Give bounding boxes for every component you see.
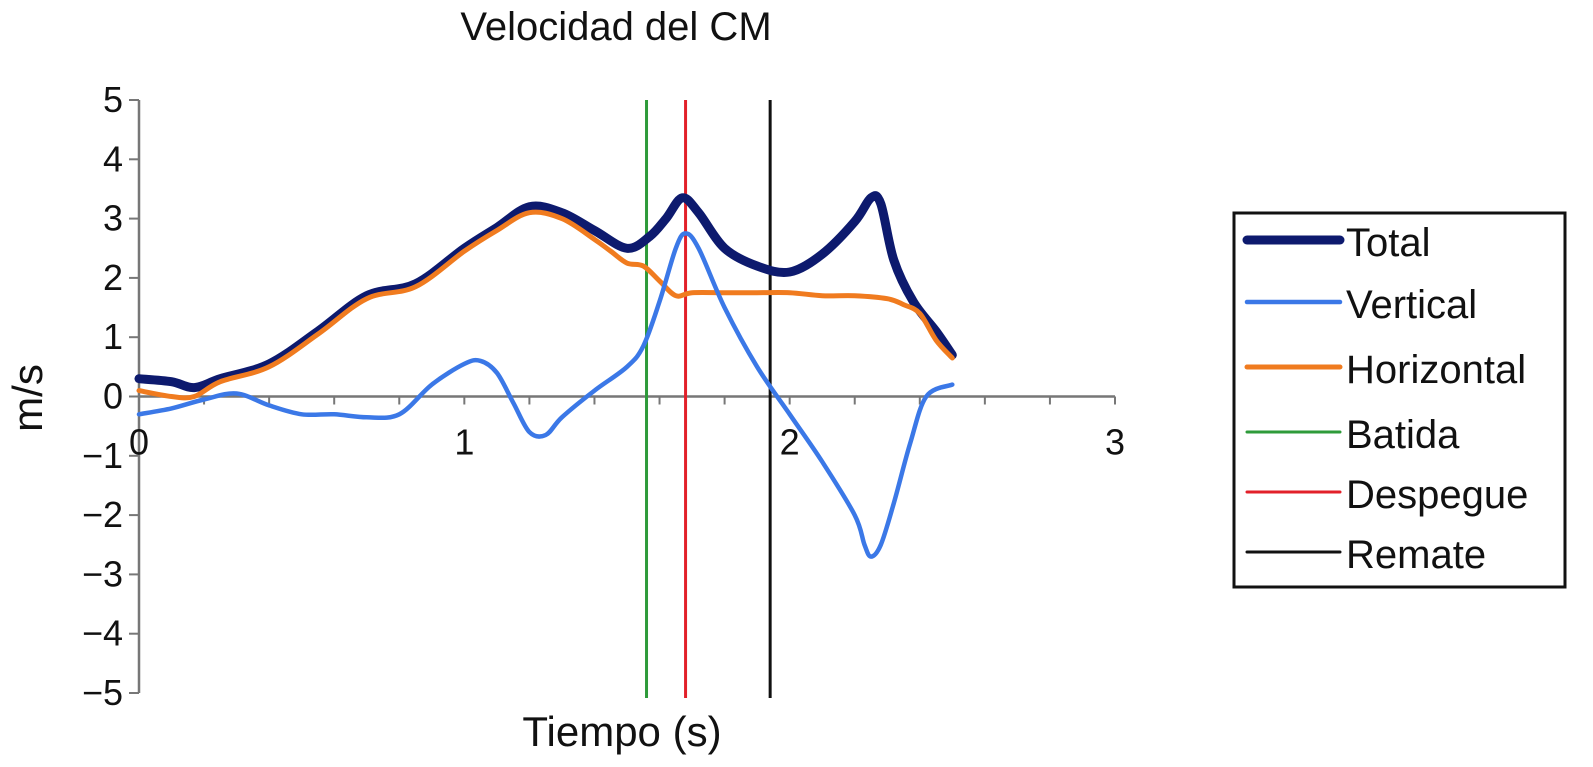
y-tick-label: 1 (103, 316, 123, 357)
legend: Total Vertical Horizontal Batida Despegue Rem… (1232, 211, 1567, 589)
series-line-total (134, 191, 957, 393)
legend-label-batida: Batida (1346, 413, 1460, 457)
y-tick-label: −3 (82, 553, 123, 594)
y-tick-label: −4 (82, 613, 123, 654)
legend-label-remate: Remate (1346, 533, 1486, 577)
y-tick-label: 2 (103, 257, 123, 298)
series-lines (134, 191, 957, 559)
marker-lines (645, 100, 772, 698)
legend-box (1232, 211, 1567, 589)
y-tick-label: 0 (103, 376, 123, 417)
x-tick-label: 2 (780, 422, 800, 463)
y-axis-title: m/s (4, 364, 51, 432)
chart-title: Velocidad del CM (460, 5, 771, 49)
x-axis-title: Tiempo (s) (522, 708, 721, 755)
x-tick-label: 1 (454, 422, 474, 463)
legend-label-horizontal: Horizontal (1346, 348, 1526, 392)
series-line-vertical (136, 231, 955, 559)
y-tick-label: 5 (103, 79, 123, 120)
y-tick-label: 4 (103, 138, 123, 179)
x-tick-label: 3 (1105, 422, 1125, 463)
y-tick-label: −1 (82, 435, 123, 476)
x-tick-label: 0 (129, 422, 149, 463)
axes (129, 99, 1116, 694)
y-tick-label: −5 (82, 672, 123, 713)
y-tick-label: −2 (82, 494, 123, 535)
legend-label-despegue: Despegue (1346, 473, 1528, 517)
y-tick-label: 3 (103, 198, 123, 239)
legend-label-total: Total (1346, 221, 1431, 265)
legend-label-vertical: Vertical (1346, 283, 1477, 327)
series-line-horizontal (136, 209, 955, 401)
